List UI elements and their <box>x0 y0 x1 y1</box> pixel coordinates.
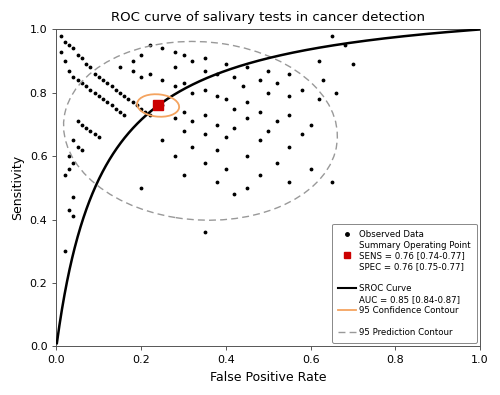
X-axis label: False Positive Rate: False Positive Rate <box>210 371 326 384</box>
Legend: Observed Data, Summary Operating Point, SENS = 0.76 [0.74-0.77], SPEC = 0.76 [0.: Observed Data, Summary Operating Point, … <box>332 224 476 343</box>
Y-axis label: Sensitivity: Sensitivity <box>11 155 24 220</box>
Title: ROC curve of salivary tests in cancer detection: ROC curve of salivary tests in cancer de… <box>112 11 426 24</box>
